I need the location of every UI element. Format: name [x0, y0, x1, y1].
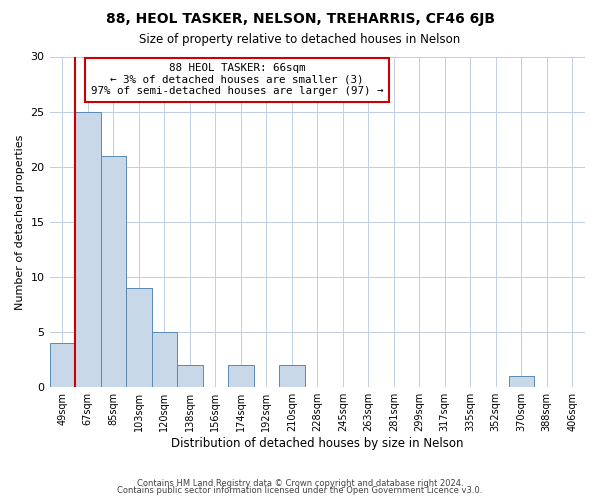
Bar: [126, 288, 152, 387]
Bar: [279, 365, 305, 387]
Bar: [75, 112, 101, 387]
Text: Contains public sector information licensed under the Open Government Licence v3: Contains public sector information licen…: [118, 486, 482, 495]
Text: Contains HM Land Registry data © Crown copyright and database right 2024.: Contains HM Land Registry data © Crown c…: [137, 478, 463, 488]
Bar: [509, 376, 534, 387]
X-axis label: Distribution of detached houses by size in Nelson: Distribution of detached houses by size …: [171, 437, 464, 450]
Text: 88, HEOL TASKER, NELSON, TREHARRIS, CF46 6JB: 88, HEOL TASKER, NELSON, TREHARRIS, CF46…: [106, 12, 494, 26]
Bar: [101, 156, 126, 387]
Text: 88 HEOL TASKER: 66sqm
← 3% of detached houses are smaller (3)
97% of semi-detach: 88 HEOL TASKER: 66sqm ← 3% of detached h…: [91, 63, 383, 96]
Bar: [177, 365, 203, 387]
Bar: [152, 332, 177, 387]
Bar: [228, 365, 254, 387]
Text: Size of property relative to detached houses in Nelson: Size of property relative to detached ho…: [139, 32, 461, 46]
Y-axis label: Number of detached properties: Number of detached properties: [15, 134, 25, 310]
Bar: [50, 343, 75, 387]
